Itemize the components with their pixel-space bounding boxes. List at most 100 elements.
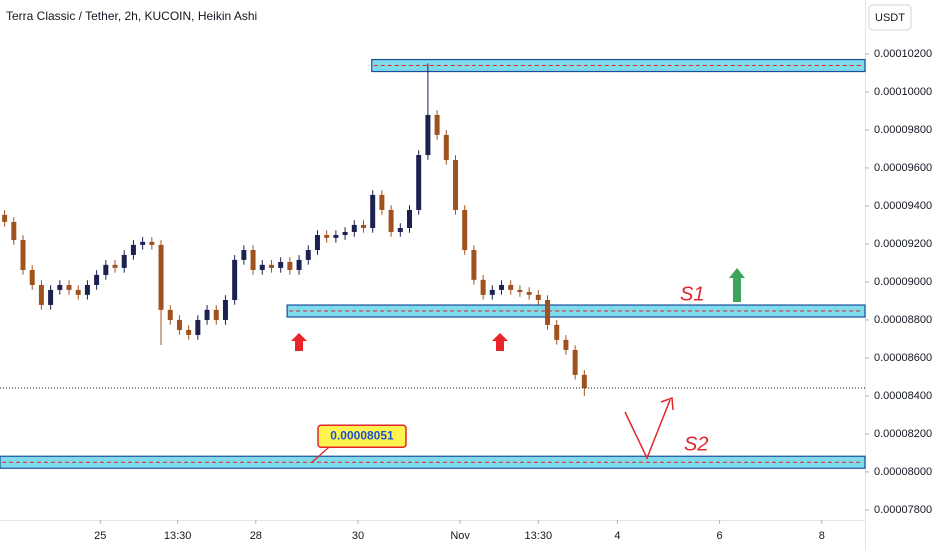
callout-pointer [311,445,331,463]
candle-body [379,194,385,210]
candle-body [278,261,284,268]
candle-body [11,221,17,240]
candle-body [250,250,256,270]
resistance-zone [371,58,866,73]
y-tick-label: 0.00007800 [874,504,932,516]
y-tick-label: 0.00010200 [874,48,932,60]
candle-body [443,134,449,160]
currency-label[interactable]: USDT [875,12,905,24]
candle-body [535,294,541,300]
candle-body [29,269,35,285]
candle-body [416,155,422,210]
candle-body [324,235,330,238]
currency-button[interactable] [868,4,912,31]
candle-body [20,239,26,270]
candle-body [259,264,265,270]
candle-body [581,374,587,388]
zone-label: S1 [680,283,704,305]
candle-body [57,284,63,290]
candle-body [158,244,164,310]
candle-body [48,289,54,305]
green-arrow [729,268,745,302]
candle-body [204,309,210,320]
candle-body [241,250,247,260]
candle-body [222,299,228,320]
candle-body [351,224,357,232]
callout-label: 0.00008051 [330,428,394,442]
support-zone [286,304,866,318]
candle-body [388,209,394,232]
candle-body [434,114,440,135]
candle-body [526,292,532,295]
y-tick-label: 0.00010000 [874,86,932,98]
y-tick-label: 0.00009800 [874,124,932,136]
y-tick-label: 0.00008800 [874,314,932,326]
candle-body [268,264,274,268]
candle-body [370,194,376,228]
red-arrow [291,333,307,351]
candle-body [462,209,468,251]
y-tick-label: 0.00008400 [874,390,932,402]
candle-body [305,250,311,260]
projection-arrowhead [660,396,674,411]
candle-body [195,319,201,335]
x-tick-label: 6 [717,530,723,542]
candle-body [176,319,182,331]
candle-body [94,274,100,285]
x-tick-label: 30 [352,530,364,542]
x-tick-label: 13:30 [525,530,553,542]
candle-body [287,261,293,270]
candle-body [554,324,560,340]
candle-body [342,231,348,236]
x-tick-label: 28 [250,530,262,542]
candle-body [213,309,219,320]
candle-body [489,289,495,295]
projection-line [624,399,671,460]
candle-body [186,330,192,335]
candle-body [75,289,81,295]
zone-label: S2 [684,434,708,456]
y-tick-label: 0.00008000 [874,466,932,478]
candle-body [2,214,8,222]
x-tick-label: 13:30 [164,530,192,542]
x-tick-label: Nov [450,530,470,542]
chart-title: Terra Classic / Tether, 2h, KUCOIN, Heik… [6,9,257,23]
candle-body [480,279,486,295]
candle-body [453,159,459,210]
candle-body [360,224,366,228]
candle-body [333,235,339,238]
y-tick-label: 0.00009400 [874,200,932,212]
candle-body [38,284,44,305]
candle-body [471,250,477,280]
x-tick-label: 8 [819,530,825,542]
y-tick-label: 0.00008600 [874,352,932,364]
candle-body [517,289,523,293]
candle-body [545,299,551,325]
candle-body [572,349,578,375]
candle-body [499,284,505,290]
candle-body [130,244,136,255]
candle-body [121,254,127,268]
callout-box [317,424,407,448]
y-tick-label: 0.00009200 [874,238,932,250]
candle-body [103,264,109,275]
candle-body [84,284,90,295]
x-tick-label: 25 [94,530,106,542]
x-tick-label: 4 [614,530,620,542]
candle-body [232,259,238,300]
y-tick-label: 0.00009000 [874,276,932,288]
candle-body [112,264,118,268]
candle-body [149,241,155,245]
candle-body [397,227,403,232]
y-tick-label: 0.00008200 [874,428,932,440]
candle-body [563,339,569,350]
candle-body [508,284,514,290]
y-tick-label: 0.00009600 [874,162,932,174]
candle-body [167,309,173,320]
candle-body [406,209,412,228]
red-arrow [492,333,508,351]
candle-body [425,114,431,156]
candle-body [314,235,320,251]
